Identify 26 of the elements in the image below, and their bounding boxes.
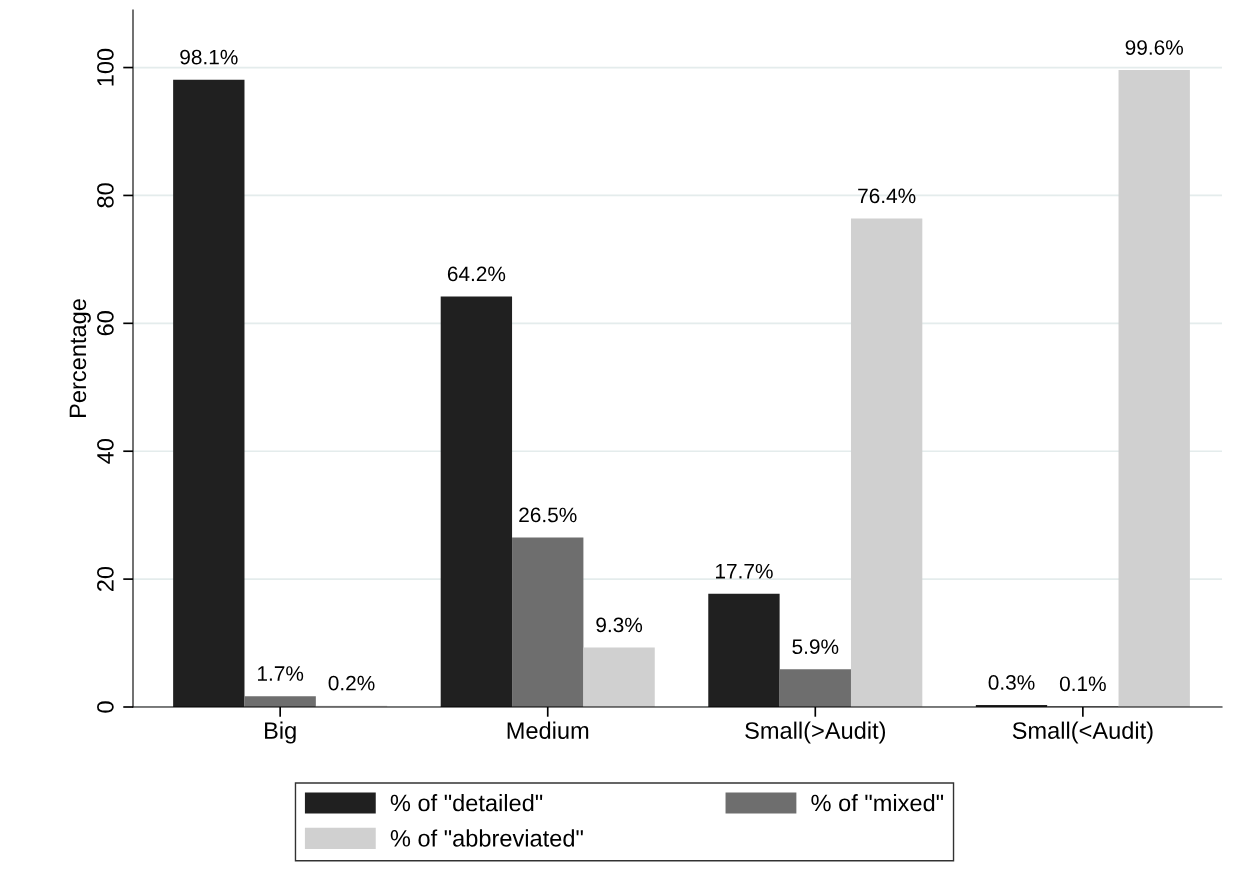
data-label: 76.4% [858, 188, 916, 204]
data-label: 1.7% [258, 666, 304, 681]
data-label: 9.3% [596, 617, 643, 633]
x-tick-label: Big [265, 721, 296, 744]
data-label: 99.6% [1125, 40, 1184, 55]
data-label: 26.5% [519, 507, 577, 523]
legend-label: % of "mixed" [811, 794, 944, 812]
y-tick-label: 80 [97, 183, 114, 208]
y-tick-label: 0 [97, 701, 114, 713]
data-label: 0.2% [328, 675, 375, 691]
data-label: 64.2% [447, 266, 506, 282]
y-axis-title: Percentage [69, 299, 91, 417]
legend-label: % of "detailed" [390, 794, 543, 812]
legend-label: % of "abbreviated" [390, 829, 583, 847]
y-tick-label: 40 [97, 439, 114, 464]
data-label: 0.1% [1059, 676, 1106, 692]
y-tick-label: 20 [97, 566, 114, 592]
data-label: 5.9% [792, 639, 839, 655]
data-label: 98.1% [180, 49, 238, 65]
data-label: 17.7% [716, 563, 773, 579]
x-tick-label: Small(>Audit) [745, 721, 886, 744]
data-label: 0.3% [988, 675, 1035, 690]
x-tick-label: Medium [507, 721, 589, 739]
y-tick-label: 100 [97, 48, 114, 86]
y-tick-label: 60 [97, 311, 114, 336]
x-tick-label: Small(<Audit) [1012, 721, 1153, 744]
